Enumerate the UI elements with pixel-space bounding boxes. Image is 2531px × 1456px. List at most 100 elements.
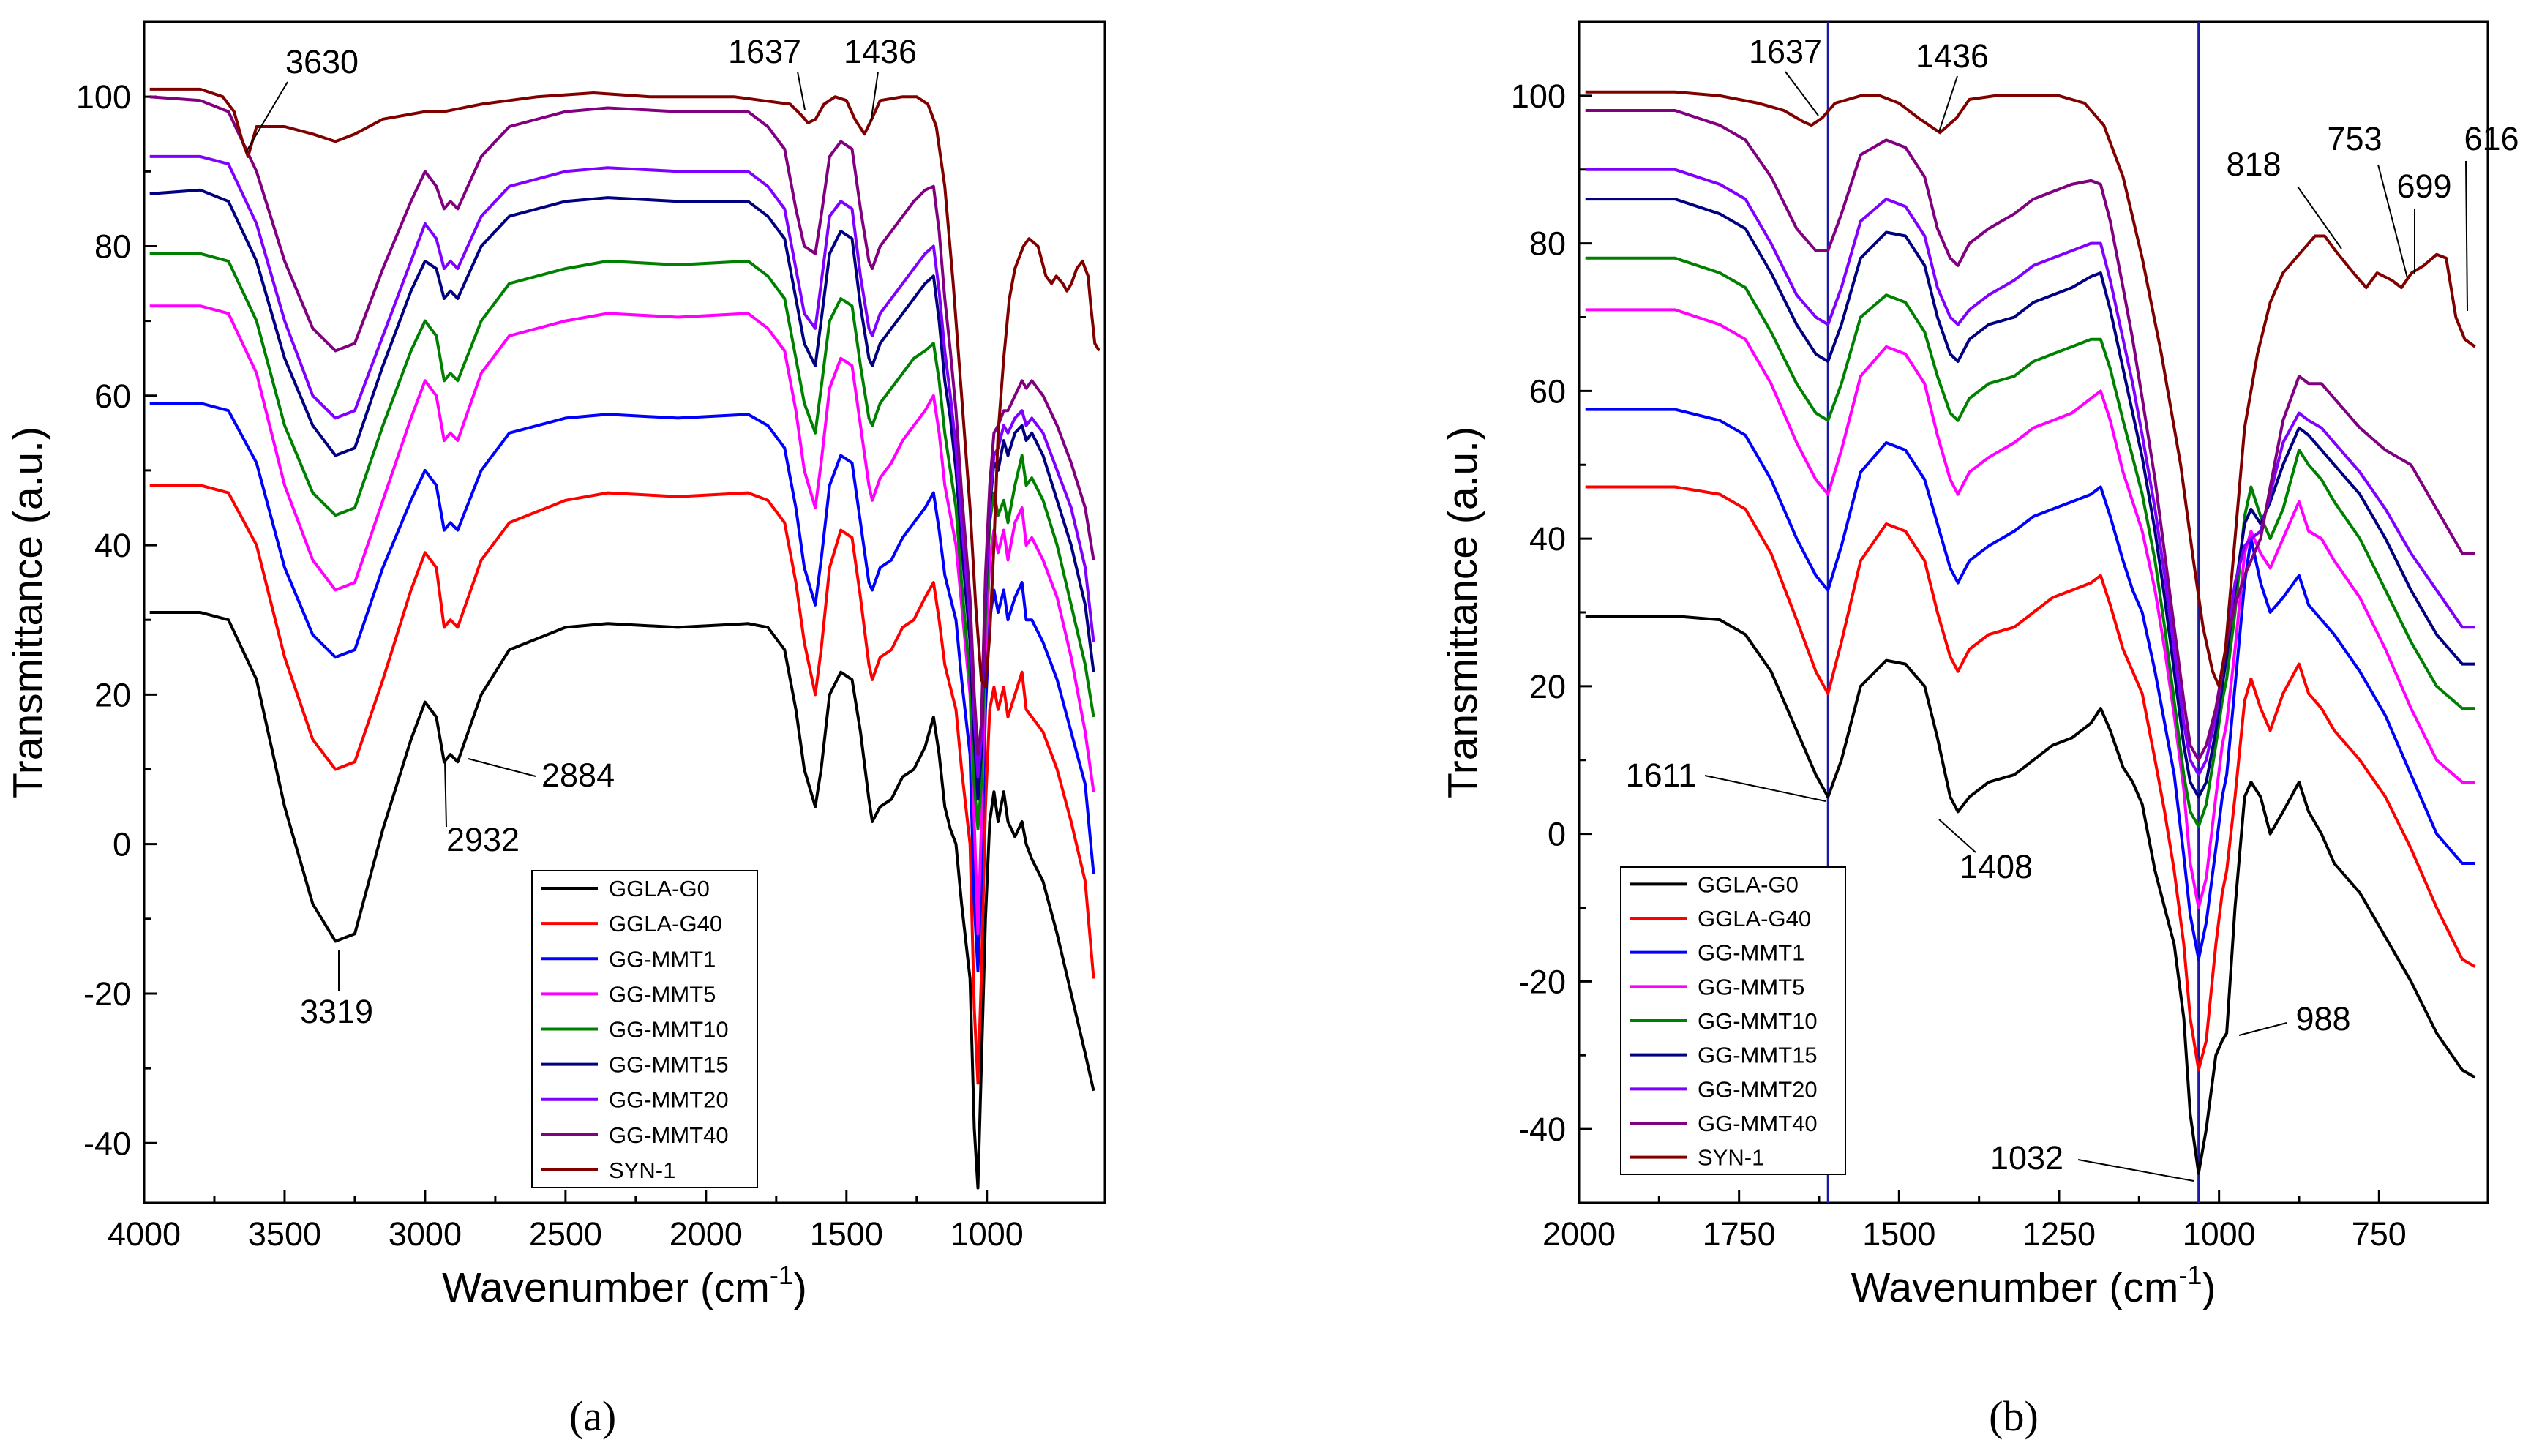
x-axis-label-close: ) [2202,1264,2216,1311]
legend-label: GG-MMT10 [1698,1008,1818,1034]
series-line-gg-mmt15 [1585,198,2475,799]
annotation-leader [2297,186,2342,249]
legend-label: GGLA-G0 [609,876,710,901]
annotation-label: 753 [2327,120,2382,157]
panel-label-b: (b) [1989,1392,2039,1440]
legend-label: GGLA-G40 [1698,906,1811,931]
annotation-label: 3319 [300,993,373,1030]
y-tick-label: 60 [1529,372,1566,410]
y-tick-label: 20 [94,676,131,713]
series-line-syn-1 [149,87,1101,689]
annotation-label: 616 [2464,120,2519,157]
annotation-label: 3630 [285,43,359,80]
y-tick-label: 0 [113,826,131,863]
annotation-label: 1408 [1960,848,2033,885]
legend-label: GG-MMT20 [609,1087,729,1113]
annotation-leader [468,758,536,777]
annotation-leader [2238,1022,2287,1036]
series-line-gg-mmt1 [149,402,1095,973]
y-axis-label: Transmittance (a.u.) [1439,427,1486,798]
y-tick-label: -20 [1518,963,1566,1000]
series-line-ggla-g40 [149,484,1095,1085]
annotation-leader [2465,160,2468,312]
annotation-leader [1785,71,1819,116]
legend-label: SYN-1 [609,1157,675,1183]
annotation-label: 2932 [446,821,520,858]
annotation-label: 1436 [844,33,917,70]
x-axis-label-main: Wavenumber (cm [442,1264,770,1311]
series-line-gg-mmt5 [149,304,1095,936]
annotation-leader [2077,1159,2194,1182]
series-line-gg-mmt10 [149,252,1095,831]
annotation-leader [245,81,288,153]
series-line-ggla-g40 [1585,485,2476,1072]
y-tick-label: 40 [1529,520,1566,558]
x-tick-label: 1000 [2183,1215,2256,1253]
y-tick-label: 0 [1548,816,1566,853]
series-group [149,87,1101,1190]
annotation-label: 1637 [728,33,801,70]
legend-label: GG-MMT20 [1698,1076,1818,1102]
legend-label: GG-MMT15 [1698,1043,1818,1068]
x-axis-label: Wavenumber (cm-1) [442,1260,807,1311]
series-line-ggla-g0 [1585,615,2476,1175]
y-tick-label: 40 [94,527,131,564]
legend-label: SYN-1 [1698,1145,1764,1171]
series-line-gg-mmt20 [149,154,1095,778]
x-tick-label: 1750 [1703,1215,1776,1253]
annotation-label: 818 [2226,146,2281,183]
legend-label: GG-MMT5 [1698,974,1804,999]
x-tick-label: 2000 [1542,1215,1616,1253]
annotation-leader [1938,75,1958,132]
series-line-ggla-g0 [149,611,1095,1190]
x-tick-label: 1500 [810,1215,883,1253]
annotation-label: 699 [2396,168,2451,205]
x-tick-label: 4000 [108,1215,181,1253]
series-group [1585,90,2476,1175]
chart-panel-a: 4000 3500 3000 2500 2000 1500 1000 -40 -20 0 20 40 6… [4,20,1106,1311]
y-tick-label: -20 [83,975,131,1013]
legend-label: GG-MMT10 [609,1017,729,1043]
y-tick-label: 100 [76,78,131,116]
x-axis-label-main: Wavenumber (cm [1851,1264,2179,1311]
annotation-label: 2884 [541,757,615,794]
x-tick-label: 1500 [1862,1215,1935,1253]
annotation-label: 1611 [1626,757,1697,794]
legend-label: GGLA-G0 [1698,871,1799,897]
chart-panel-b: 2000 1750 1500 1250 1000 750 -40 -20 0 20 40 60 80 10… [1439,20,2519,1311]
annotation-leader [2377,164,2408,279]
y-tick-label: 100 [1511,78,1566,115]
legend-label: GGLA-G40 [609,911,722,937]
annotation-leader [870,71,879,124]
series-line-gg-mmt40 [1585,109,2475,762]
series-line-gg-mmt5 [1585,308,2475,909]
series-line-gg-mmt10 [1585,256,2475,828]
annotation-leader [797,71,806,110]
x-axis-label: Wavenumber (cm-1) [1851,1260,2216,1311]
x-axis-label-close: ) [793,1264,807,1311]
x-tick-label: 1250 [2022,1215,2096,1253]
annotation-leader [1938,819,1976,853]
x-tick-label: 2500 [529,1215,602,1253]
series-line-gg-mmt20 [1585,168,2475,776]
annotation-label: 1436 [1916,37,1989,75]
annotation-leader [444,760,447,828]
series-line-gg-mmt15 [149,188,1095,801]
annotation-leader [1704,775,1826,802]
x-tick-label: 2000 [670,1215,743,1253]
legend-label: GG-MMT40 [609,1122,729,1148]
panel-label-a: (a) [569,1392,616,1440]
legend-label: GG-MMT1 [609,946,716,972]
x-tick-label: 1000 [950,1215,1024,1253]
y-tick-label: 20 [1529,668,1566,705]
annotation-label: 988 [2295,1000,2350,1037]
x-axis-label-superscript: -1 [770,1260,793,1290]
y-tick-label: -40 [1518,1111,1566,1148]
series-line-gg-mmt40 [149,95,1095,757]
annotation-label: 1637 [1749,33,1822,70]
y-tick-label: -40 [83,1125,131,1162]
x-tick-label: 3000 [389,1215,462,1253]
legend-label: GG-MMT1 [1698,940,1804,966]
